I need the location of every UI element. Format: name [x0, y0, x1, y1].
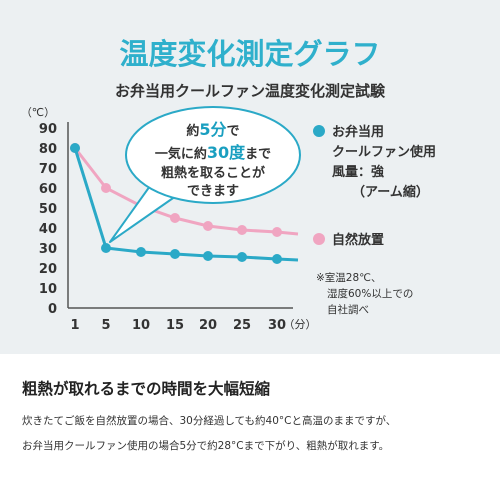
x-tick-label: 1	[70, 318, 79, 333]
chart-title: 温度変化測定グラフ	[119, 37, 380, 71]
data-point	[70, 143, 80, 153]
legend-marker-fan	[313, 125, 325, 137]
y-tick-label: 20	[39, 262, 57, 277]
x-tick-label: 5	[101, 318, 110, 333]
y-tick-label: 40	[39, 222, 57, 237]
x-tick-label: 15	[166, 318, 184, 333]
legend-label-fan: （アーム縮）	[352, 184, 429, 200]
note-line: ※室温28℃、	[316, 271, 381, 284]
x-tick-label: 20	[199, 318, 217, 333]
callout-text-part: 粗熱を取ることが	[161, 165, 265, 181]
x-tick-label: 25	[233, 318, 251, 333]
x-tick-label: 10	[132, 318, 150, 333]
caption: 粗熱が取れるまでの時間を大幅短縮 炊きたてご飯を自然放置の場合、30分経過しても…	[22, 377, 482, 463]
callout-text-part: できます	[187, 184, 239, 199]
data-point	[272, 254, 282, 264]
data-point	[237, 225, 247, 235]
data-point	[272, 227, 282, 237]
callout-text-part: 約	[186, 123, 199, 139]
legend-marker-natural	[313, 233, 325, 245]
caption-line: 炊きたてご飯を自然放置の場合、30分経過しても約40°Cと高温のままですが、	[22, 415, 397, 427]
data-point	[203, 221, 213, 231]
temperature-chart: 温度変化測定グラフ お弁当用クールファン温度変化測定試験 （℃） 0 10 20 30…	[21, 37, 436, 333]
y-tick-label: 0	[48, 302, 57, 317]
callout-bubble	[125, 106, 301, 204]
y-tick-label: 10	[39, 282, 57, 297]
series-layer	[70, 143, 299, 264]
callout-line: できます	[187, 184, 239, 199]
chart-subtitle: お弁当用クールファン温度変化測定試験	[115, 82, 386, 100]
legend-label-fan: お弁当用	[332, 124, 384, 140]
callout-pointer-join	[150, 183, 177, 197]
note-line: 自社調べ	[327, 303, 369, 316]
callout-text-part: まで	[245, 147, 271, 162]
callout-line: 約5分で	[186, 120, 239, 139]
callout-line: 粗熱を取ることが	[161, 165, 265, 181]
data-point	[101, 243, 111, 253]
caption-heading: 粗熱が取れるまでの時間を大幅短縮	[22, 380, 271, 398]
data-point	[203, 251, 213, 261]
caption-line: お弁当用クールファン使用の場合5分で約28°Cまで下がり、粗熱が取れます。	[22, 440, 390, 452]
callout-text-part: 5分	[199, 120, 226, 139]
data-point	[101, 183, 111, 193]
note-line: 湿度60%以上での	[327, 287, 413, 300]
data-point	[237, 252, 247, 262]
x-tick-label: 30	[268, 318, 286, 333]
callout-line: 一気に約30度まで	[155, 143, 271, 162]
legend-label-natural: 自然放置	[332, 232, 384, 248]
legend-label-fan: クールファン使用	[332, 144, 436, 160]
data-point	[170, 249, 180, 259]
y-tick-label: 80	[39, 142, 57, 157]
y-tick-label: 90	[39, 122, 57, 137]
callout-text-part: 一気に約	[155, 146, 207, 162]
series-fan	[70, 143, 299, 264]
series-line	[73, 147, 299, 262]
chart-panel: 温度変化測定グラフ お弁当用クールファン温度変化測定試験 （℃） 0 10 20 30…	[0, 0, 500, 354]
data-point	[170, 213, 180, 223]
y-tick-label: 50	[39, 202, 57, 217]
y-unit-label: （℃）	[21, 106, 55, 119]
data-point	[136, 247, 146, 257]
callout-text-part: 30度	[207, 143, 246, 162]
y-tick-label: 60	[39, 182, 57, 197]
y-tick-label: 70	[39, 162, 57, 177]
series-line	[73, 147, 299, 236]
x-unit-label: （分）	[284, 318, 317, 331]
legend-label-fan: 風量：強	[332, 164, 384, 180]
callout-text-part: で	[227, 124, 240, 139]
y-tick-label: 30	[39, 242, 57, 257]
